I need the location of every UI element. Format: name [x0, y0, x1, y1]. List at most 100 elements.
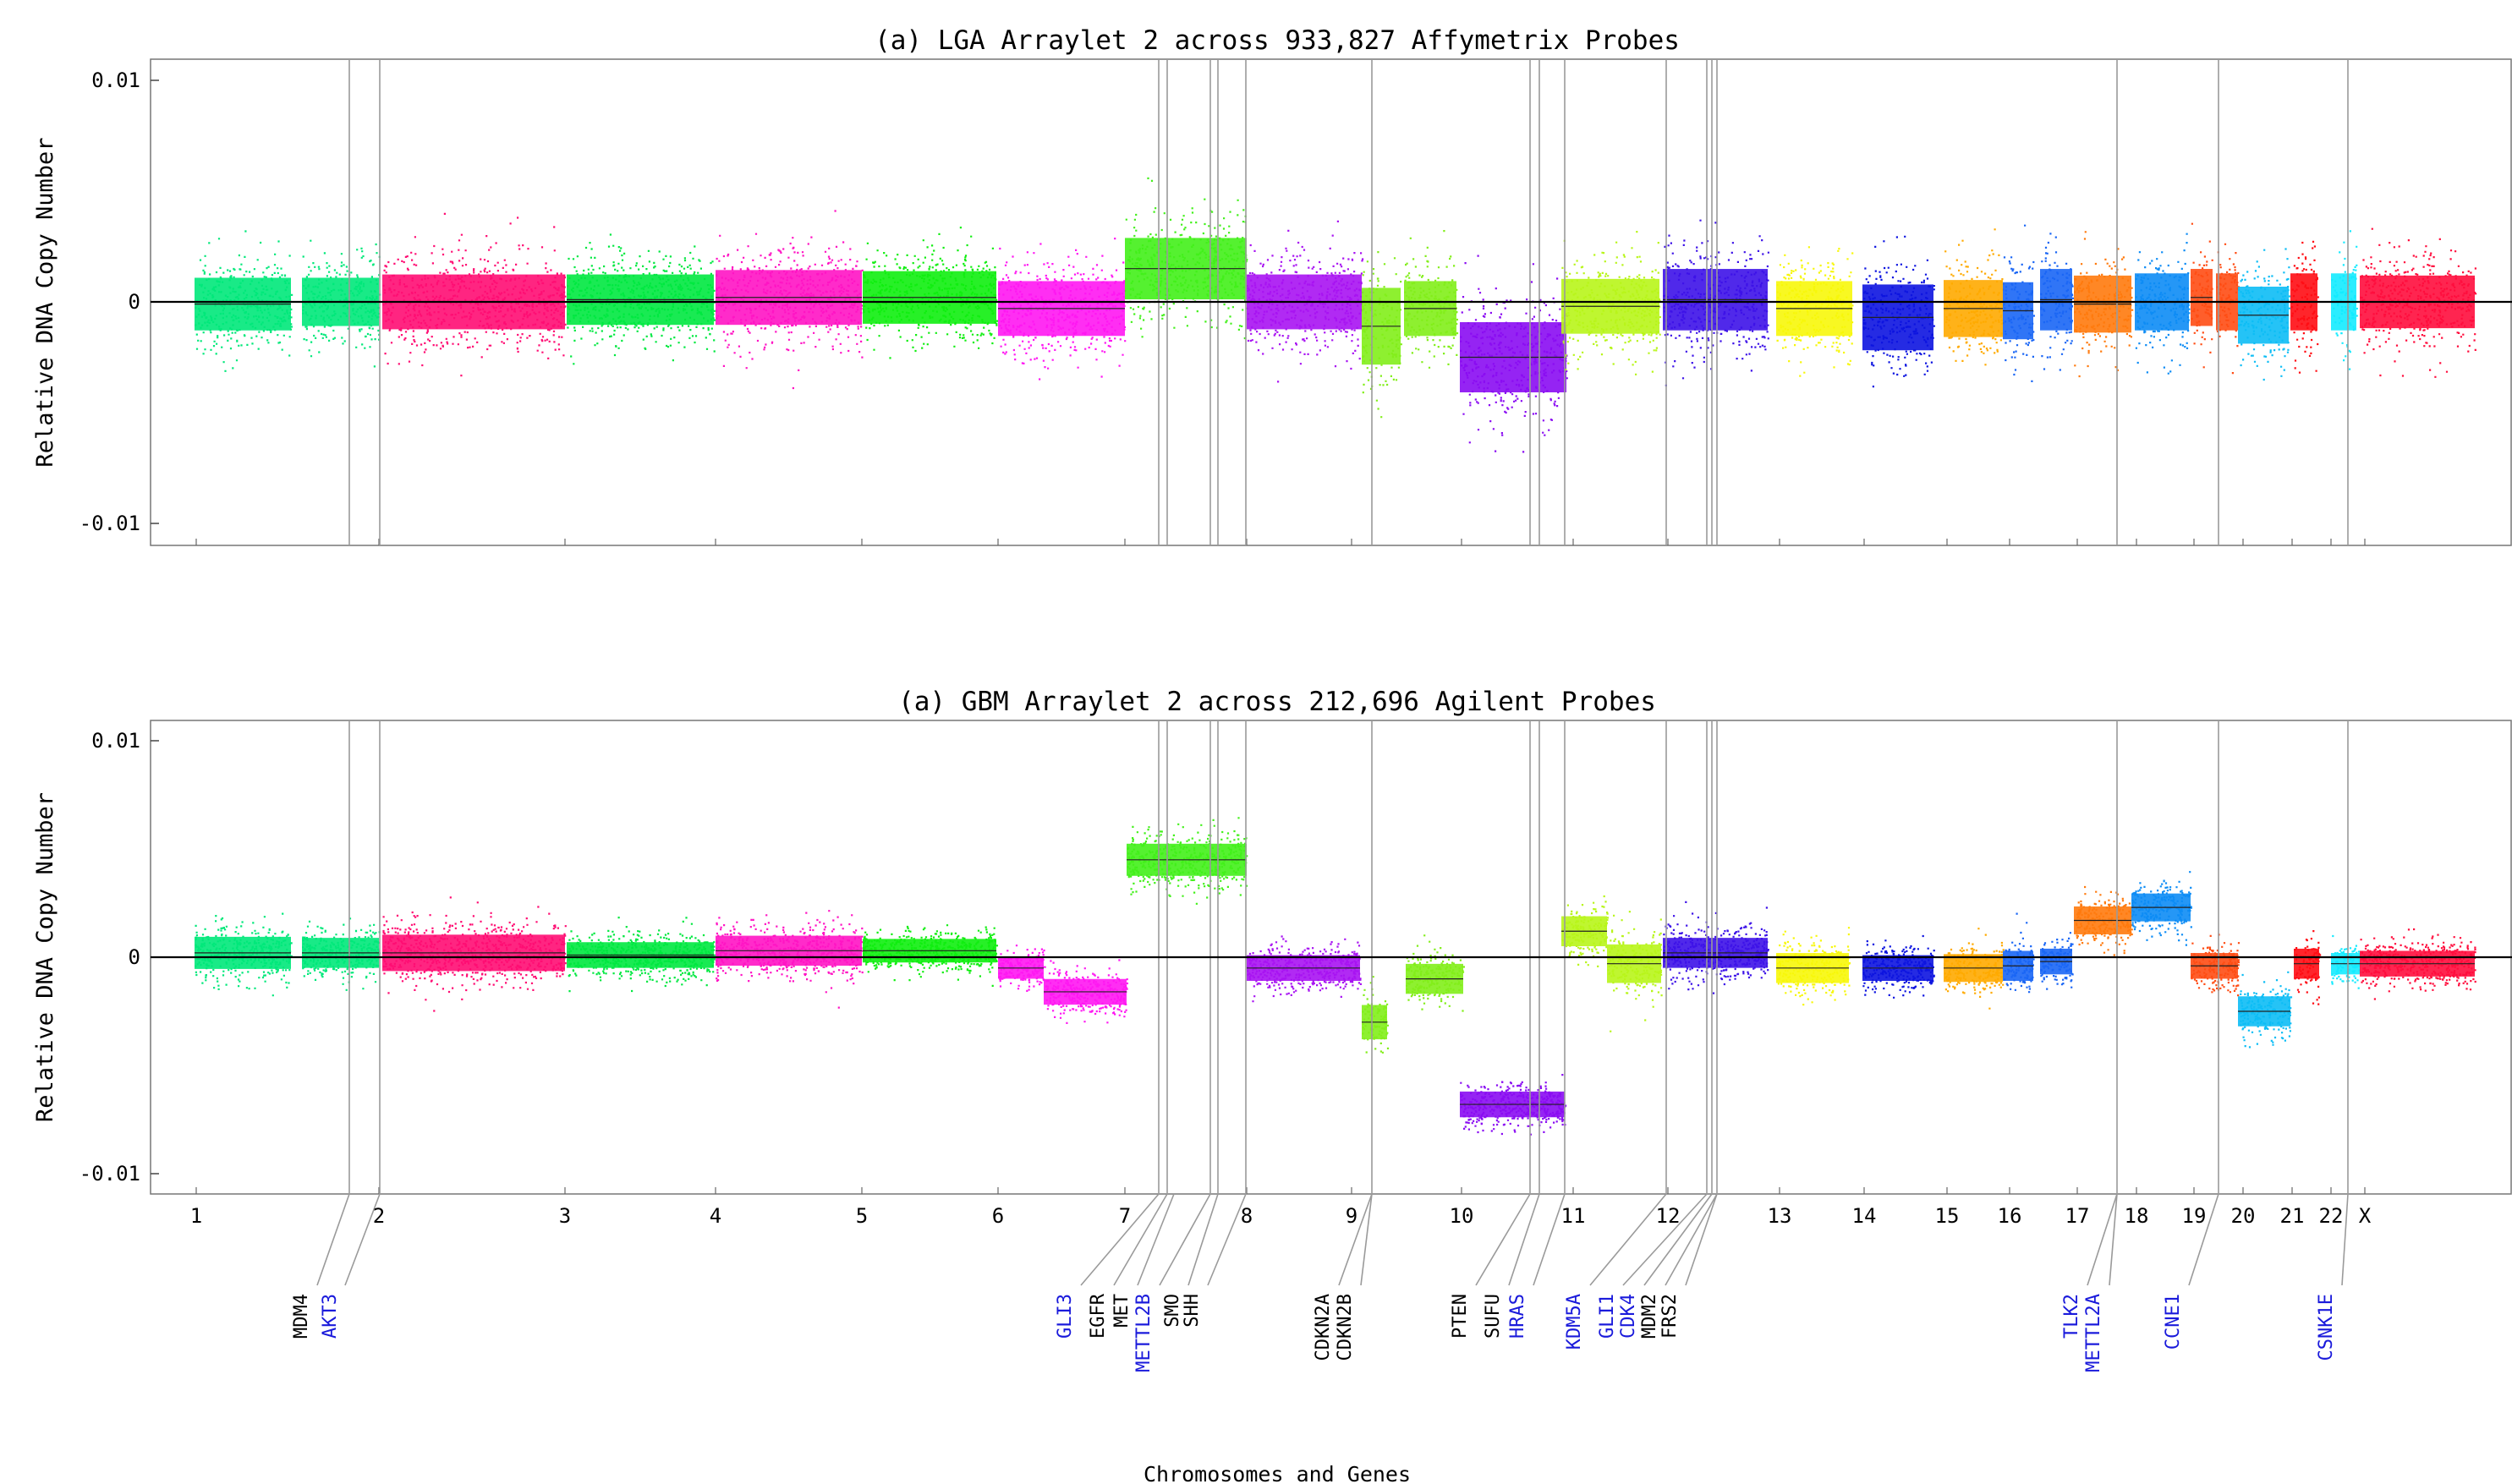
y-tick-label: -0.01: [80, 512, 140, 535]
gene-label: TLK2: [2061, 1294, 2082, 1339]
gene-label: METTL2B: [1133, 1294, 1155, 1372]
gene-label: GLI1: [1597, 1294, 1618, 1339]
chromosome-scatter: [2075, 885, 2134, 956]
gene-connector: [1589, 1193, 1667, 1286]
gene-label: CDKN2B: [1335, 1294, 1356, 1361]
chromosome-scatter: [1944, 228, 2005, 366]
chromosome-scatter: [1127, 817, 1248, 905]
chromosome-scatter: [1607, 911, 1663, 1032]
gene-connector: [1159, 1193, 1211, 1286]
gene-connector: [1475, 1193, 1531, 1286]
gene-label: KDM5A: [1564, 1294, 1585, 1350]
gbm-panel: (a) GBM Arraylet 2 across 212,696 Agilen…: [32, 687, 2512, 1195]
chromosome-scatter: [1862, 934, 1935, 999]
gene-label: AKT3: [320, 1294, 341, 1339]
chromosome-scatter: [382, 896, 567, 1012]
chromosome-label: 6: [992, 1204, 1004, 1228]
gene-connector: [1113, 1193, 1168, 1286]
chromosome-scatter: [1944, 928, 2005, 1010]
chromosome-label: X: [2359, 1204, 2372, 1228]
chromosome-scatter: [2191, 222, 2213, 369]
chromosome-label: 9: [1346, 1204, 1357, 1228]
gene-connector: [1643, 1193, 1713, 1286]
chromosome-scatter: [1460, 255, 1568, 453]
chromosome-label: 7: [1119, 1204, 1131, 1228]
gene-label: CSNK1E: [2316, 1294, 2337, 1361]
gene-label: MDM4: [291, 1294, 312, 1339]
chromosome-scatter: [1406, 934, 1465, 1012]
gene-label: SUFU: [1483, 1294, 1504, 1339]
gene-label: HRAS: [1507, 1294, 1528, 1339]
chromosome-scatter: [1862, 235, 1935, 388]
chromosome-scatter: [2216, 243, 2240, 375]
chromosome-label: 22: [2319, 1204, 2344, 1228]
panel-title: (a) LGA Arraylet 2 across 933,827 Affyme…: [875, 25, 1680, 56]
gene-connector: [316, 1193, 350, 1286]
gene-connector: [1685, 1193, 1718, 1286]
chromosome-label: 8: [1241, 1204, 1253, 1228]
chromosome-scatter: [2294, 930, 2322, 1005]
chromosome-label: 16: [1998, 1204, 2022, 1228]
chromosome-scatter: [1663, 219, 1769, 386]
chromosome-scatter: [998, 238, 1127, 381]
y-tick-label: -0.01: [80, 1162, 140, 1186]
gene-connector: [1080, 1193, 1160, 1286]
probe-points: [195, 817, 2476, 1136]
y-tick-label: 0: [129, 290, 140, 314]
y-axis-label: Relative DNA Copy Number: [32, 137, 58, 467]
chromosome-scatter: [2191, 934, 2241, 997]
chromosome-scatter: [2040, 932, 2074, 990]
gene-connector: [1508, 1193, 1540, 1286]
chromosome-scatter: [1404, 230, 1459, 369]
chromosome-label: 18: [2125, 1204, 2149, 1228]
chromosome-scatter: [2331, 230, 2358, 370]
gene-connector: [1360, 1193, 1373, 1286]
chromosome-scatter: [1362, 976, 1390, 1054]
chromosome-label: 3: [559, 1204, 571, 1228]
chromosome-label: 12: [1656, 1204, 1681, 1228]
gene-label: GLI3: [1055, 1294, 1076, 1339]
chromosome-label: 19: [2182, 1204, 2207, 1228]
gene-connector: [344, 1193, 381, 1286]
chromosome-scatter: [2331, 934, 2361, 989]
chromosome-label: 5: [856, 1204, 868, 1228]
y-tick-label: 0.01: [91, 729, 140, 753]
gene-connector: [1338, 1193, 1373, 1286]
chromosome-scatter: [1663, 901, 1769, 994]
gene-connector: [2188, 1193, 2219, 1286]
gene-connector: [1207, 1193, 1247, 1286]
probe-points: [195, 177, 2477, 453]
x-axis-label: Chromosomes and Genes: [1144, 1462, 1411, 1484]
y-tick-label: 0.01: [91, 68, 140, 92]
gene-connector: [2109, 1193, 2118, 1286]
chromosome-scatter: [863, 227, 999, 359]
gene-label: CDKN2A: [1313, 1294, 1334, 1361]
y-tick-label: 0: [129, 945, 140, 969]
chromosome-label: 1: [190, 1204, 202, 1228]
chromosome-label: 4: [710, 1204, 721, 1228]
gene-connector: [1533, 1193, 1566, 1286]
chromosome-label: 14: [1852, 1204, 1877, 1228]
gene-label: SMO: [1162, 1294, 1183, 1328]
chromosome-scatter: [2238, 971, 2293, 1049]
chromosome-scatter: [302, 917, 381, 991]
chromosome-label: 15: [1935, 1204, 1960, 1228]
chromosome-scatter: [1776, 246, 1854, 377]
chromosome-scatter: [2238, 248, 2291, 381]
chromosome-scatter: [2003, 224, 2035, 382]
chromosome-scatter: [863, 924, 998, 987]
panel-title: (a) GBM Arraylet 2 across 212,696 Agilen…: [898, 687, 1656, 717]
chromosome-label: 11: [1561, 1204, 1586, 1228]
gene-label: FRS2: [1659, 1294, 1681, 1339]
gene-label: CCNE1: [2163, 1294, 2184, 1350]
gene-label: CDK4: [1618, 1294, 1639, 1339]
chromosome-scatter: [302, 239, 381, 368]
chromosome-scatter: [1776, 927, 1851, 1006]
chromosome-label: 10: [1450, 1204, 1474, 1228]
gene-label: SHH: [1182, 1294, 1203, 1328]
gene-label: MDM2: [1639, 1294, 1660, 1339]
chromosome-label: 13: [1768, 1204, 1792, 1228]
